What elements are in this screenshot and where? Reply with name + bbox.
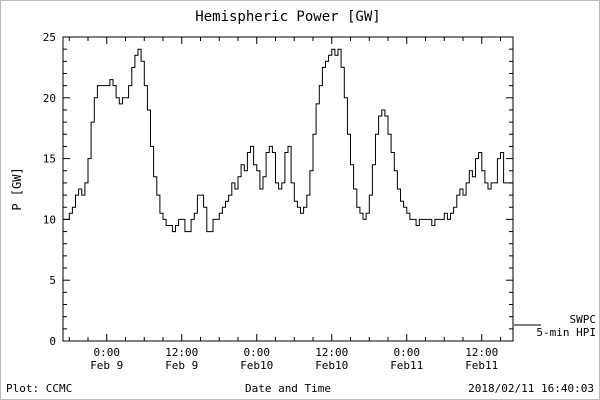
x-tick-date-label: Feb10 bbox=[315, 359, 348, 372]
x-tick-time-label: 0:00 bbox=[244, 346, 271, 359]
y-tick-label: 20 bbox=[43, 92, 56, 105]
chart-title: Hemispheric Power [GW] bbox=[195, 9, 381, 25]
x-tick-time-label: 0:00 bbox=[94, 346, 121, 359]
y-tick-label: 5 bbox=[49, 274, 56, 287]
data-series-line bbox=[63, 48, 513, 233]
x-tick-time-label: 12:00 bbox=[165, 346, 198, 359]
x-tick-date-label: Feb 9 bbox=[90, 359, 123, 372]
x-tick-date-label: Feb11 bbox=[465, 359, 498, 372]
x-tick-time-label: 12:00 bbox=[315, 346, 348, 359]
x-tick-time-label: 0:00 bbox=[394, 346, 421, 359]
x-axis-label: Date and Time bbox=[244, 382, 332, 395]
timestamp-label: 2018/02/11 16:40:03 bbox=[468, 382, 594, 395]
axis-frame bbox=[62, 36, 514, 342]
plot-source-label: Plot: CCMC bbox=[6, 382, 73, 395]
y-tick-label: 0 bbox=[49, 335, 56, 348]
y-tick-label: 10 bbox=[43, 213, 56, 226]
x-tick-date-label: Feb10 bbox=[240, 359, 273, 372]
legend-series-source: SWPC bbox=[569, 313, 597, 326]
x-tick-date-label: Feb11 bbox=[390, 359, 423, 372]
legend: SWPC 5-min HPI bbox=[536, 313, 596, 339]
x-tick-date-label: Feb 9 bbox=[165, 359, 198, 372]
y-tick-label: 15 bbox=[43, 153, 56, 166]
y-tick-label: 25 bbox=[43, 31, 56, 44]
legend-series-name: 5-min HPI bbox=[536, 326, 596, 339]
y-axis-label: P [GW] bbox=[10, 167, 24, 211]
x-tick-time-label: 12:00 bbox=[465, 346, 498, 359]
